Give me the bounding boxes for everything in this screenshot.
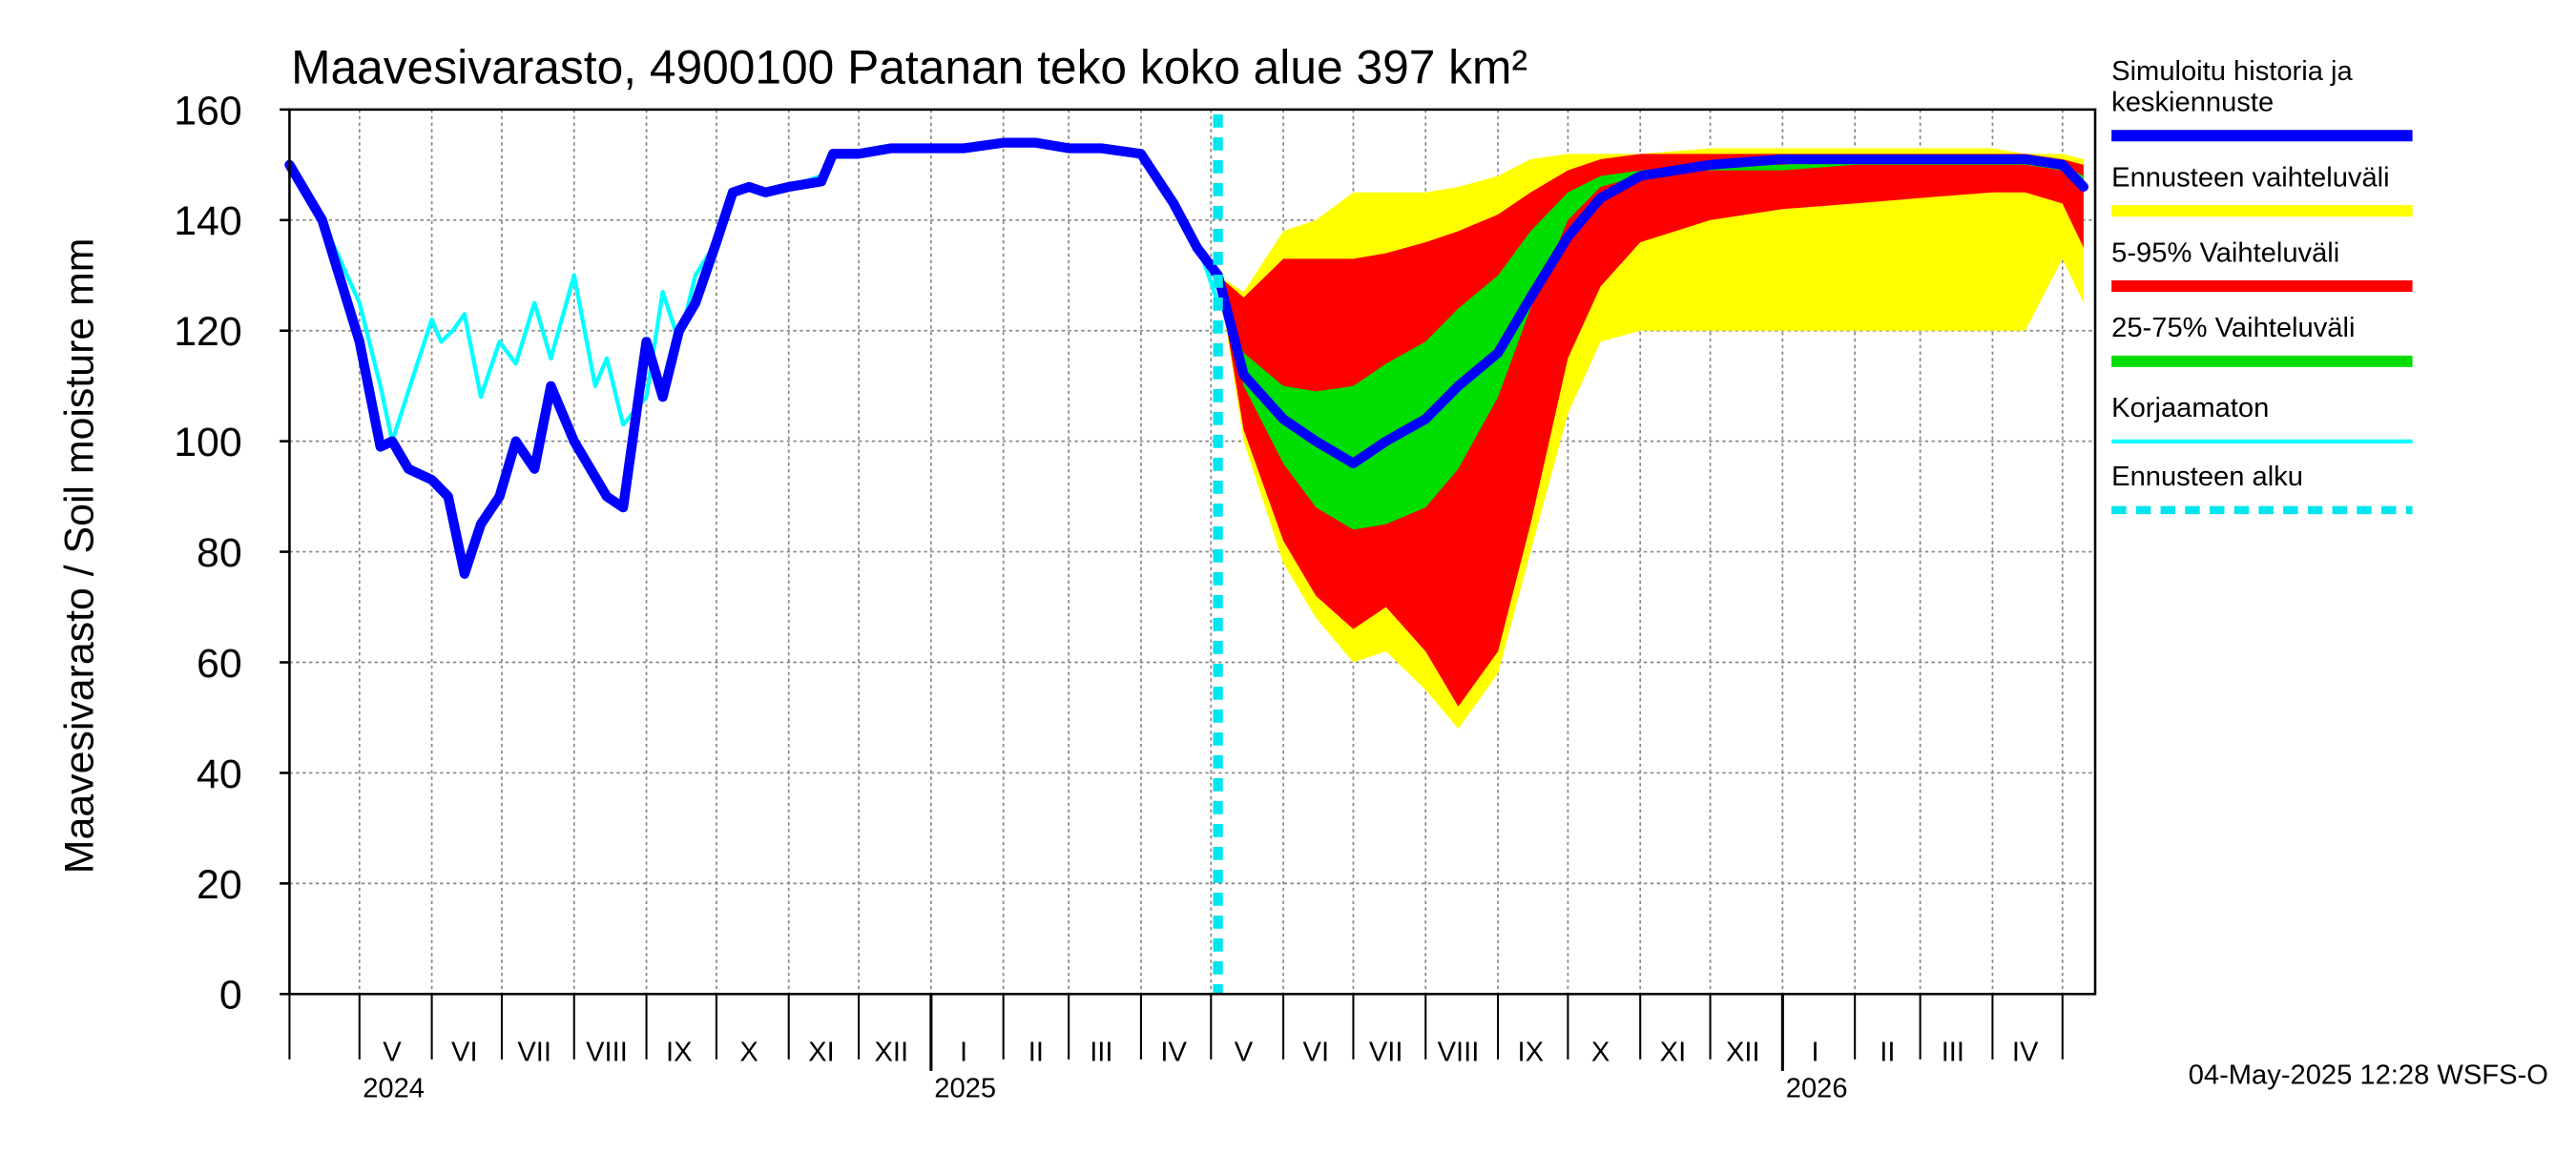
chart-title: Maavesivarasto, 4900100 Patanan teko kok… xyxy=(291,40,1527,93)
x-month-label: III xyxy=(1090,1038,1112,1068)
x-month-label: X xyxy=(739,1038,758,1068)
legend-label: Ennusteen vaihteluväli xyxy=(2111,162,2389,193)
x-month-label: VI xyxy=(451,1038,478,1068)
x-month-label: VI xyxy=(1303,1038,1330,1068)
x-month-label: IX xyxy=(1518,1038,1545,1068)
y-tick-label: 20 xyxy=(197,862,242,908)
x-month-label: VII xyxy=(1369,1038,1403,1068)
legend-label: Ennusteen alku xyxy=(2111,462,2303,492)
series-lines xyxy=(284,114,2088,995)
x-month-label: I xyxy=(960,1038,967,1068)
legend-label: keskiennuste xyxy=(2111,88,2274,118)
x-month-label: XI xyxy=(808,1038,835,1068)
y-tick-label: 40 xyxy=(197,752,242,797)
x-month-label: XII xyxy=(874,1038,908,1068)
band-25-75-vaihteluv-li xyxy=(1217,158,2084,530)
forecast-bands xyxy=(1217,148,2084,730)
legend-label: 5-95% Vaihteluväli xyxy=(2111,237,2339,268)
legend-label: 25-75% Vaihteluväli xyxy=(2111,313,2355,343)
y-tick-label: 100 xyxy=(174,420,241,465)
x-month-label: VIII xyxy=(1438,1038,1480,1068)
x-month-label: I xyxy=(1812,1038,1819,1068)
x-month-label: X xyxy=(1591,1038,1610,1068)
band-5-95-vaihteluv-li xyxy=(1217,154,2084,707)
x-month-label: II xyxy=(1880,1038,1895,1068)
x-year-label: 2026 xyxy=(1786,1073,1848,1103)
x-year-label: 2024 xyxy=(363,1073,425,1103)
grid-lines xyxy=(289,109,2096,995)
x-month-label: IV xyxy=(2012,1038,2039,1068)
legend-label: Korjaamaton xyxy=(2111,393,2269,423)
x-month-label: VII xyxy=(517,1038,551,1068)
x-month-label: III xyxy=(1942,1038,1964,1068)
y-tick-label: 120 xyxy=(174,309,241,355)
x-month-label: IX xyxy=(666,1038,693,1068)
line-simuloitu-historia-ja-keskiennuste xyxy=(284,137,2088,579)
y-tick-label: 0 xyxy=(219,973,242,1019)
y-tick-label: 80 xyxy=(197,530,242,576)
y-tick-label: 160 xyxy=(174,88,241,134)
x-month-label: XII xyxy=(1726,1038,1760,1068)
y-tick-label: 140 xyxy=(174,198,241,244)
x-month-label: XI xyxy=(1660,1038,1687,1068)
x-month-label: IV xyxy=(1160,1038,1187,1068)
timestamp-label: 04-May-2025 12:28 WSFS-O xyxy=(2189,1060,2548,1091)
x-year-label: 2025 xyxy=(934,1073,996,1103)
legend-label: Simuloitu historia ja xyxy=(2111,56,2353,87)
x-month-label: V xyxy=(1235,1038,1254,1068)
x-month-label: II xyxy=(1028,1038,1044,1068)
y-axis-label: Maavesivarasto / Soil moisture mm xyxy=(57,238,103,875)
y-tick-label: 60 xyxy=(197,641,242,687)
x-month-label: VIII xyxy=(586,1038,628,1068)
x-month-label: V xyxy=(383,1038,402,1068)
